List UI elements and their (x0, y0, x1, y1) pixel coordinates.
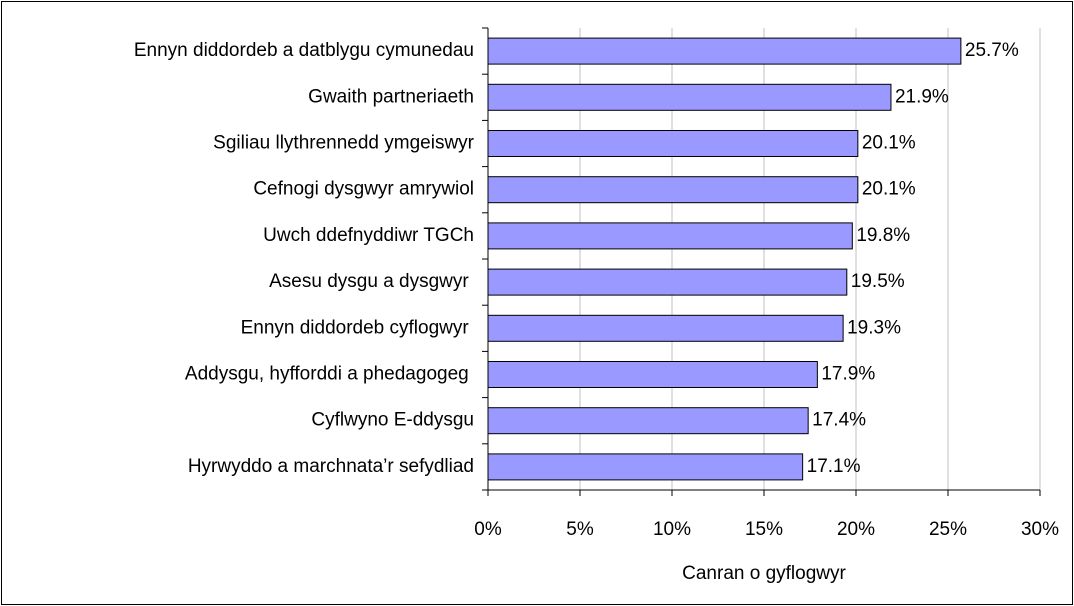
x-tick-label: 20% (837, 519, 875, 540)
bar (487, 361, 818, 388)
y-tick-label: Hyrwyddo a marchnata’r sefydliad (188, 456, 474, 477)
data-label: 21.9% (895, 86, 949, 107)
x-tick-label: 30% (1021, 519, 1059, 540)
x-tick-label: 0% (474, 519, 502, 540)
y-tick-label: Cyflwyno E-ddysgu (311, 410, 474, 431)
bar (487, 83, 892, 111)
bar (487, 222, 853, 250)
x-tick-label: 15% (745, 519, 783, 540)
bar (487, 176, 859, 204)
data-label: 19.8% (856, 225, 910, 246)
data-label: 19.3% (847, 317, 901, 338)
bar (487, 130, 859, 157)
x-axis-title: Canran o gyflogwyr (682, 563, 846, 584)
y-tick-label: Ennyn diddordeb cyflogwyr (241, 317, 474, 338)
data-label: 25.7% (965, 40, 1019, 61)
y-tick-label: Cefnogi dysgwyr amrywiol (253, 179, 474, 200)
y-tick-label: Uwch ddefnyddiwr TGCh (263, 225, 474, 246)
data-label: 17.4% (812, 410, 866, 431)
y-tick-label: Gwaith partneriaeth (308, 86, 474, 107)
y-tick-label: Ennyn diddordeb a datblygu cymunedau (134, 40, 474, 61)
x-tick-label: 5% (566, 519, 594, 540)
y-tick-label: Addysgu, hyfforddi a phedagogeg (185, 364, 474, 385)
bar (487, 268, 848, 296)
data-label: 17.9% (821, 364, 875, 385)
data-label: 19.5% (851, 271, 905, 292)
bar (487, 407, 809, 435)
bar (487, 37, 962, 65)
bar (487, 453, 804, 481)
x-tick-label: 10% (653, 519, 691, 540)
data-label: 20.1% (862, 179, 916, 200)
data-label: 17.1% (807, 456, 861, 477)
y-tick-label: Sgiliau llythrennedd ymgeiswyr (213, 133, 475, 154)
bar (487, 314, 844, 342)
data-label: 20.1% (862, 133, 916, 154)
y-tick-label: Asesu dysgu a dysgwyr (269, 271, 474, 292)
x-tick-label: 25% (929, 519, 967, 540)
